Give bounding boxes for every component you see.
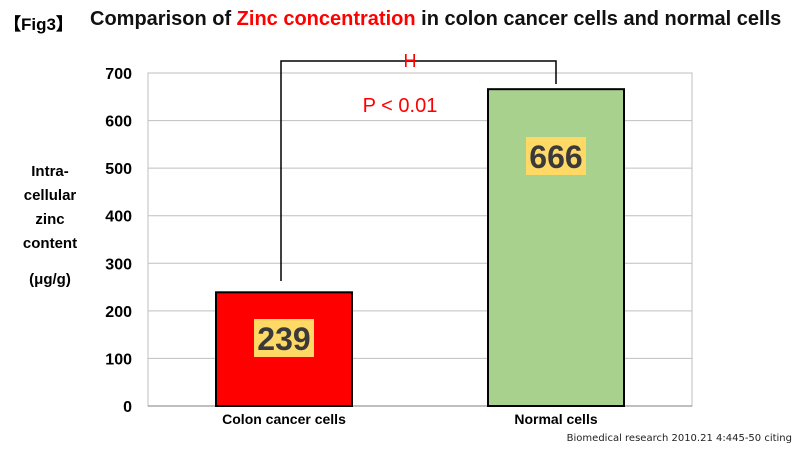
title-prefix: Comparison of xyxy=(90,8,237,30)
y-axis-label-line3: zinc xyxy=(35,211,65,228)
x-tick-label: Normal cells xyxy=(514,411,597,427)
y-tick-label: 300 xyxy=(105,256,132,273)
y-axis-label-line2: cellular xyxy=(23,187,77,204)
figure-tag: 【Fig3】 xyxy=(4,15,73,34)
y-tick-label: 0 xyxy=(123,399,132,416)
title-highlight: Zinc concentration xyxy=(236,8,416,30)
x-tick-label: Colon cancer cells xyxy=(222,411,346,427)
y-tick-label: 200 xyxy=(105,304,132,321)
y-axis-label-line4: content xyxy=(22,235,78,252)
y-axis-unit: (μg/g) xyxy=(29,271,71,288)
chart-title: Comparison of Zinc concentration in colo… xyxy=(90,8,781,31)
source-citation: Biomedical research 2010.21 4:445-50 cit… xyxy=(566,433,792,444)
p-value-label: P < 0.01 xyxy=(363,95,438,117)
y-tick-label: 500 xyxy=(105,161,132,178)
y-tick-label: 400 xyxy=(105,209,132,226)
bar xyxy=(487,88,625,407)
data-label-box xyxy=(526,137,586,175)
y-tick-label: 700 xyxy=(105,66,132,83)
data-label: 666 xyxy=(529,139,582,175)
title-suffix: in colon cancer cells and normal cells xyxy=(415,8,782,30)
y-tick-label: 600 xyxy=(105,114,132,131)
y-axis-label-line1: Intra- xyxy=(31,163,69,180)
significance-marker: H xyxy=(404,51,417,71)
y-tick-label: 100 xyxy=(105,351,132,368)
data-label-box xyxy=(254,319,314,357)
data-label: 239 xyxy=(257,321,310,357)
significance-bracket xyxy=(280,60,557,281)
